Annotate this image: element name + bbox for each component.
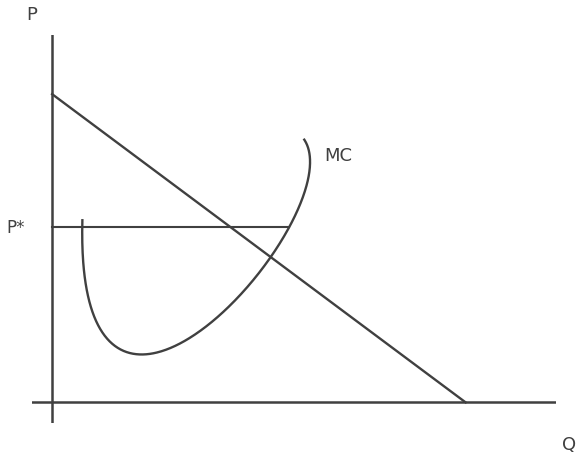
Text: P: P <box>27 6 37 24</box>
Text: P*: P* <box>6 219 24 237</box>
Text: MC: MC <box>324 147 353 165</box>
Text: Q: Q <box>562 435 576 453</box>
